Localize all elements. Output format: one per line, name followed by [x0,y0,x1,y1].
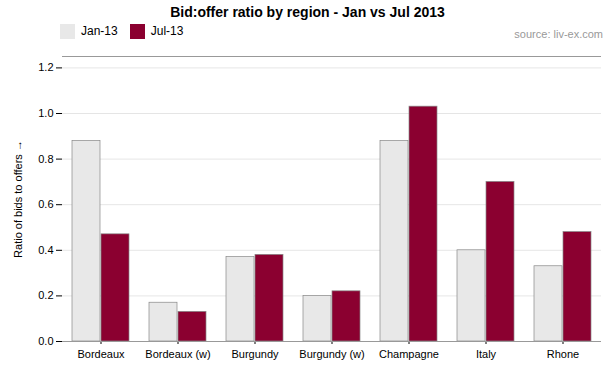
html-text:Bid:offer ratio by region - Ja: Bid:offer ratio by region - Jan vs Jul 2… [170,4,445,20]
html-text:Jul-13: Jul-13 [150,24,184,38]
svg-text:Champagne: Champagne [379,348,439,360]
svg-text:Burgundy: Burgundy [231,348,279,360]
svg-text:0.6: 0.6 [38,198,53,210]
svg-text:Rhone: Rhone [547,348,579,360]
svg-text:0.2: 0.2 [38,289,53,301]
svg-text:0.8: 0.8 [38,153,53,165]
svg-text:Italy: Italy [476,348,497,360]
svg-text:Bordeaux: Bordeaux [77,348,125,360]
svg-text:Ratio of bids to offers →: Ratio of bids to offers → [12,140,24,258]
svg-text:1.2: 1.2 [38,61,53,73]
svg-text:Bordeaux (w): Bordeaux (w) [145,348,210,360]
svg-text:1.0: 1.0 [38,107,53,119]
svg-text:0.0: 0.0 [38,335,53,347]
html-text:Jan-13: Jan-13 [81,24,118,38]
svg-text:Burgundy (w): Burgundy (w) [299,348,364,360]
svg-text:0.4: 0.4 [38,244,53,256]
html-text:source: liv-ex.com: source: liv-ex.com [514,28,603,40]
